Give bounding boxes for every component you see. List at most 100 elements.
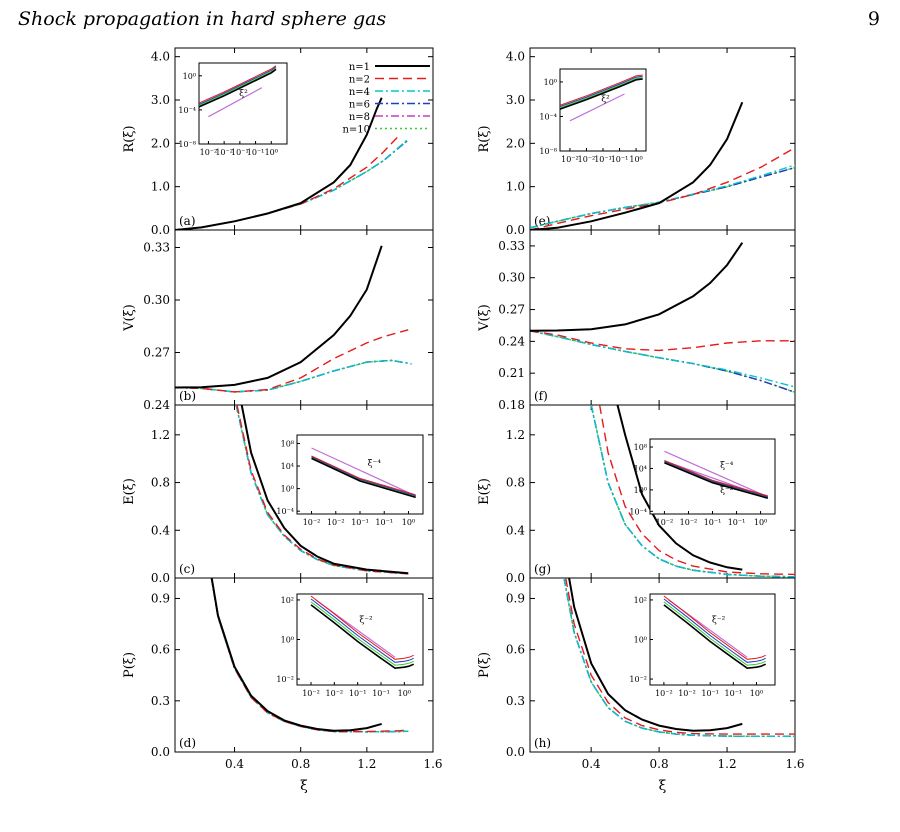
inset-x-tick-label: 10⁻² <box>655 689 673 698</box>
inset-series-line <box>663 604 767 670</box>
inset-guide-line <box>664 450 769 498</box>
inset-x-tick-label: 10⁻² <box>200 148 218 157</box>
inset-series-line <box>199 65 277 104</box>
inset-x-tick-label: 10⁻¹ <box>351 518 369 527</box>
page-number: 9 <box>867 8 880 30</box>
series-line-n4 <box>235 405 409 575</box>
inset-h: 10⁻² 10⁻² 10⁻¹ 10⁻¹ 10⁰ 10² 10⁰ 10⁻² ξ⁻² <box>629 593 776 698</box>
legend-label: n=4 <box>349 87 370 98</box>
inset-x-tick-label: 10⁻² <box>680 518 698 527</box>
inset-y-tick-label: 10⁻² <box>629 675 647 684</box>
series-group <box>210 578 409 733</box>
inset-x-tick-label: 10⁻¹ <box>375 518 393 527</box>
inset-g: 10⁻² 10⁻² 10⁻¹ 10⁻¹ 10⁰ 10⁸ 10⁴ 10⁰ 10⁻⁴ ξ⁻⁴ ξ⁻² <box>629 438 776 527</box>
inset-series-line <box>560 74 643 106</box>
legend-label: n=1 <box>349 62 370 73</box>
inset-series <box>311 447 416 499</box>
y-tick-label: 0.0 <box>506 223 525 237</box>
series-group <box>530 242 795 393</box>
y-tick-label: 0.6 <box>151 643 170 657</box>
inset-x-tick-label: 10⁰ <box>398 689 411 698</box>
inset-x-tick-label: 10⁻¹ <box>349 689 367 698</box>
inset-x-tick-label: 10⁻² <box>302 689 320 698</box>
inset-x-tick-label: 10⁰ <box>750 689 763 698</box>
inset-guide-line <box>208 87 263 118</box>
y-tick-label: 0.8 <box>506 476 525 490</box>
y-tick-label: 4.0 <box>506 50 525 64</box>
panel-label: (g) <box>534 562 551 576</box>
inset-x-tick-label: 10⁻² <box>326 689 344 698</box>
inset-series-line <box>664 462 769 499</box>
y-tick-label: 0.24 <box>143 398 170 412</box>
x-tick-label: 1.2 <box>718 757 737 771</box>
y-tick-label: 0.30 <box>143 293 170 307</box>
plot-frame <box>529 577 796 753</box>
inset-y-tick-label: 10⁻⁴ <box>539 112 557 121</box>
chart-panel-a: 0.01.02.03.04.0R(ξ)(a)10⁻²10⁻²10⁻¹10⁻¹ 10… <box>122 47 434 237</box>
inset-x-tick-label: 10⁰ <box>629 155 642 164</box>
inset-x-tick-label: 10⁻¹ <box>611 155 629 164</box>
inset-series-line <box>311 455 416 496</box>
y-tick-label: 0.0 <box>151 223 170 237</box>
inset-x-tick-label: 10⁻¹ <box>231 148 249 157</box>
inset-x-tick-label: 10⁻² <box>578 155 596 164</box>
inset-series-line <box>199 68 277 108</box>
series-line-n1 <box>240 405 409 575</box>
series-group <box>563 578 795 737</box>
series-line-n10 <box>530 166 795 229</box>
inset-x-tick-label: 10⁰ <box>265 148 278 157</box>
inset-y-tick-label: 10⁰ <box>634 486 647 495</box>
inset-guide-label: ξ⁻² <box>720 486 734 496</box>
inset-series-line <box>560 75 643 107</box>
x-tick-label: 1.6 <box>423 757 442 771</box>
series-line-n2 <box>598 405 795 576</box>
legend: n=1 n=2n=4 n=6n=8 n=10 <box>342 62 430 136</box>
inset-x-tick-label: 10⁰ <box>402 518 415 527</box>
y-tick-label: 0.4 <box>151 523 170 537</box>
y-tick-label: 0.0 <box>151 571 170 585</box>
inset-y-tick-label: 10⁻⁸ <box>539 147 557 156</box>
inset-frame <box>649 438 776 515</box>
inset-x-tick-label: 10⁻¹ <box>372 689 390 698</box>
inset-series-line <box>199 66 277 105</box>
plot-frame <box>174 229 434 406</box>
series-line-n2 <box>565 578 795 735</box>
inset-frame <box>296 593 424 686</box>
y-tick-label: 0.0 <box>506 571 525 585</box>
y-tick-label: 4.0 <box>151 50 170 64</box>
chart-panel-d: 0.00.30.60.90.4 0.8 1.2 1.6P(ξ)ξ(d)10⁻² 10⁻²… <box>122 577 443 794</box>
y-tick-label: 0.9 <box>151 591 170 605</box>
inset-series-line <box>311 456 416 497</box>
series-line-n10 <box>530 330 795 393</box>
y-axis-label: E(ξ) <box>122 478 137 505</box>
inset-series <box>199 65 277 118</box>
inset-x-tick-label: 10⁰ <box>754 518 767 527</box>
y-tick-label: 3.0 <box>506 93 525 107</box>
inset-y-tick-label: 10⁻⁴ <box>276 507 294 516</box>
series-group <box>590 405 795 578</box>
inset-series-line <box>663 595 766 660</box>
panel-label: (c) <box>179 562 195 576</box>
inset-y-tick-label: 10⁰ <box>544 78 557 87</box>
series-line-n2 <box>175 329 409 393</box>
inset-guide-label: ξ² <box>601 94 610 104</box>
inset-x-tick-label: 10⁻² <box>656 518 674 527</box>
inset-x-tick-label: 10⁻¹ <box>594 155 612 164</box>
y-tick-label: 0.4 <box>506 523 525 537</box>
y-tick-label: 0.3 <box>151 694 170 708</box>
panel-label: (a) <box>179 214 196 228</box>
inset-x-tick-label: 10⁻² <box>678 689 696 698</box>
inset-y-tick-label: 10⁻⁴ <box>178 106 196 115</box>
inset-c: 10⁻² 10⁻² 10⁻¹ 10⁻¹ 10⁰ 10⁸ 10⁴ 10⁰ 10⁻⁴ ξ⁻⁴ <box>276 434 424 527</box>
inset-series-line <box>663 598 766 663</box>
series-group <box>530 101 795 230</box>
panel-label: (h) <box>534 736 551 750</box>
inset-guide-line <box>311 447 416 497</box>
inset-series <box>664 450 769 499</box>
y-axis-label: V(ξ) <box>477 304 492 332</box>
inset-guide-line <box>569 93 625 122</box>
inset-x-tick-label: 10⁻¹ <box>728 518 746 527</box>
inset-y-tick-label: 10² <box>281 596 294 605</box>
series-group <box>235 405 409 575</box>
